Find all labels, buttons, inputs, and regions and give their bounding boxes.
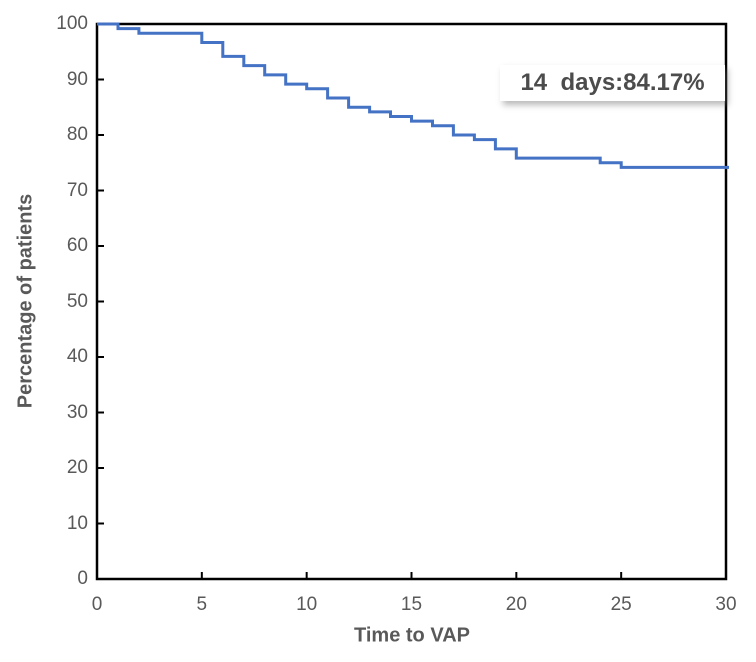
- y-tick-label: 20: [66, 457, 88, 478]
- y-tick-label: 0: [77, 568, 88, 589]
- y-tick-label: 10: [66, 512, 88, 534]
- y-axis-title: Percentage of patients: [14, 193, 37, 409]
- survival-step-curve: [97, 22, 729, 169]
- y-tick-label: 40: [66, 346, 88, 367]
- y-tick-label: 80: [66, 124, 88, 145]
- x-tick-label: 30: [715, 594, 737, 615]
- x-tick-label: 0: [91, 594, 103, 615]
- y-tick-label: 70: [66, 179, 88, 201]
- annotation-label: 14 days:84.17%: [500, 65, 725, 101]
- y-tick-label: 100: [56, 13, 88, 34]
- y-tick-label: 90: [66, 68, 88, 90]
- x-tick-label: 5: [196, 594, 208, 615]
- y-tick-label: 50: [66, 290, 88, 312]
- x-tick-label: 10: [296, 594, 318, 615]
- x-tick-label: 20: [505, 594, 527, 615]
- x-tick-label: 25: [610, 594, 632, 615]
- x-tick-label: 15: [400, 594, 423, 615]
- y-tick-label: 30: [66, 401, 88, 423]
- y-tick-label: 60: [66, 235, 88, 256]
- x-axis-title: Time to VAP: [354, 624, 470, 647]
- plot-border: [95, 22, 728, 581]
